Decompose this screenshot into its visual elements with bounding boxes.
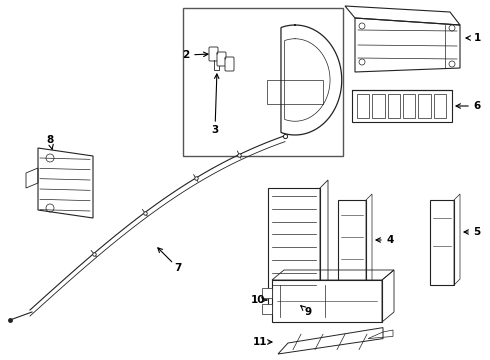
Bar [262, 304, 272, 314]
Bar [344, 290, 358, 302]
FancyBboxPatch shape [217, 52, 226, 66]
Text: 8: 8 [47, 135, 53, 145]
Text: 2: 2 [182, 50, 190, 60]
Bar [338, 200, 366, 290]
Bar [388, 94, 400, 118]
Text: 1: 1 [473, 33, 481, 43]
Bar [268, 188, 320, 306]
Bar [372, 94, 385, 118]
Bar [183, 8, 343, 156]
Bar [352, 90, 452, 122]
Bar [430, 200, 454, 285]
FancyBboxPatch shape [225, 57, 234, 71]
Bar [403, 94, 416, 118]
Text: 10: 10 [251, 295, 265, 305]
Text: 4: 4 [386, 235, 393, 245]
Bar [357, 94, 369, 118]
Text: 3: 3 [211, 125, 219, 135]
Bar [418, 94, 431, 118]
Text: 11: 11 [253, 337, 267, 347]
Text: 5: 5 [473, 227, 481, 237]
Text: 6: 6 [473, 101, 481, 111]
Text: 7: 7 [174, 263, 182, 273]
Text: 9: 9 [304, 307, 312, 317]
Bar [272, 280, 382, 322]
Bar [434, 94, 446, 118]
FancyBboxPatch shape [209, 47, 218, 61]
Bar [262, 288, 272, 298]
Bar [267, 80, 323, 104]
